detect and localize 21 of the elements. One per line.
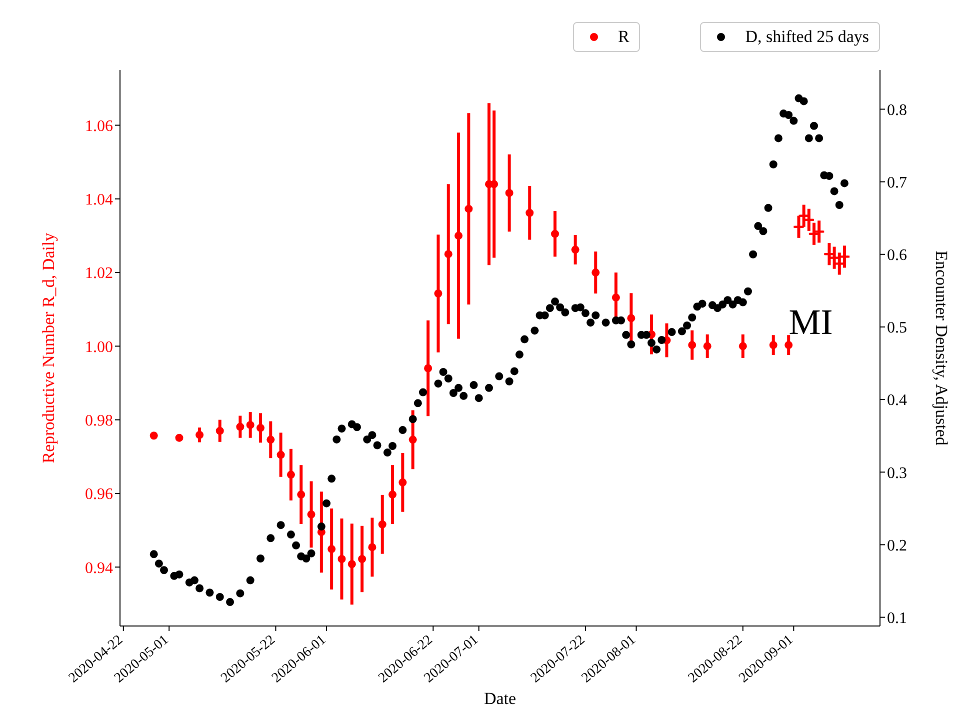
y2-tick-label: 0.5 xyxy=(887,320,907,337)
y2-tick-label: 0.6 xyxy=(887,247,907,264)
y2-tick-label: 0.3 xyxy=(887,464,907,482)
y-axis-title: Reproductive Number R_d, Daily xyxy=(39,232,58,464)
y2-tick-label: 0.7 xyxy=(887,174,907,192)
y-tick-label: 1.06 xyxy=(85,118,113,135)
y2-tick-label: 0.8 xyxy=(887,102,907,119)
y-tick-label: 1.00 xyxy=(85,338,113,356)
x-axis-title: Date xyxy=(484,689,516,708)
y-tick-label: 1.04 xyxy=(85,192,113,209)
y-tick-label: 1.02 xyxy=(85,265,113,282)
y-tick-label: 0.98 xyxy=(85,412,113,430)
y2-tick-label: 0.1 xyxy=(887,610,907,627)
y2-tick-label: 0.2 xyxy=(887,537,907,554)
y-tick-label: 0.96 xyxy=(85,486,113,504)
legend-label: D, shifted 25 days xyxy=(745,27,869,47)
legend-label: R xyxy=(618,27,630,47)
y2-tick-label: 0.4 xyxy=(887,392,907,410)
y2-axis-title: Encounter Density, Adjusted xyxy=(932,250,951,446)
annotation: MI xyxy=(788,302,833,342)
y-tick-label: 0.94 xyxy=(85,560,113,577)
